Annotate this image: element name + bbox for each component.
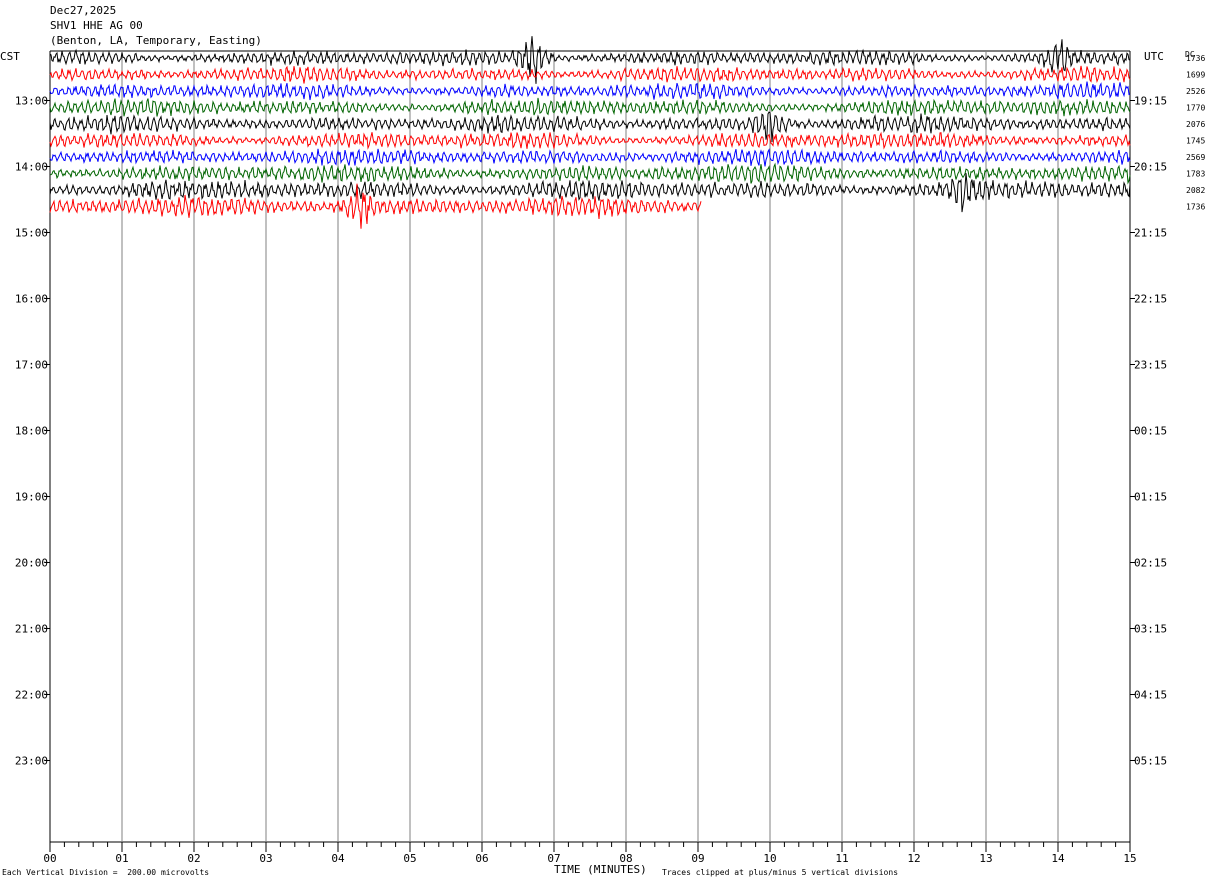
x-tick-label: 10 bbox=[763, 852, 776, 865]
right-time-label: 20:15 bbox=[1134, 161, 1167, 174]
seismic-trace-row bbox=[49, 173, 1131, 213]
plot-location: (Benton, LA, Temporary, Easting) bbox=[50, 34, 262, 47]
x-tick-label: 00 bbox=[43, 852, 56, 865]
dc-offset-value: 1770 bbox=[1186, 104, 1205, 113]
left-time-label: 23:00 bbox=[15, 755, 48, 768]
right-time-label: 02:15 bbox=[1134, 557, 1167, 570]
right-time-label: 01:15 bbox=[1134, 491, 1167, 504]
dc-offset-value: 1783 bbox=[1186, 170, 1205, 179]
dc-offset-value: 2082 bbox=[1186, 186, 1205, 195]
x-tick-label: 06 bbox=[475, 852, 488, 865]
left-time-label: 20:00 bbox=[15, 557, 48, 570]
x-tick-label: 05 bbox=[403, 852, 416, 865]
left-time-label: 18:00 bbox=[15, 425, 48, 438]
dc-offset-value: 2076 bbox=[1186, 120, 1205, 129]
scale-note: Each Vertical Division = 200.00 microvol… bbox=[2, 868, 210, 877]
right-time-label: 00:15 bbox=[1134, 425, 1167, 438]
x-tick-label: 14 bbox=[1051, 852, 1065, 865]
left-time-label: 16:00 bbox=[15, 293, 48, 306]
x-tick-label: 09 bbox=[691, 852, 704, 865]
x-tick-label: 11 bbox=[835, 852, 848, 865]
left-time-label: 21:00 bbox=[15, 623, 48, 636]
x-tick-label: 04 bbox=[331, 852, 345, 865]
dc-offset-value: 1745 bbox=[1186, 137, 1205, 146]
plot-station: SHV1 HHE AG 00 bbox=[50, 19, 143, 32]
x-axis-title: TIME (MINUTES) bbox=[554, 863, 647, 876]
left-time-label: 22:00 bbox=[15, 689, 48, 702]
x-tick-label: 13 bbox=[979, 852, 992, 865]
dc-offset-value: 1736 bbox=[1186, 203, 1205, 212]
seismic-trace-row bbox=[49, 97, 1131, 117]
left-time-label: 17:00 bbox=[15, 359, 48, 372]
seismic-trace-row bbox=[49, 183, 702, 229]
x-tick-label: 07 bbox=[547, 852, 560, 865]
left-timezone-label: CST bbox=[0, 50, 20, 63]
dc-label: DC bbox=[1185, 50, 1195, 59]
seismic-trace-row bbox=[49, 162, 1131, 185]
seismic-trace-row bbox=[49, 65, 1131, 84]
right-time-label: 19:15 bbox=[1134, 95, 1167, 108]
right-time-label: 04:15 bbox=[1134, 689, 1167, 702]
dc-offset-value: 2526 bbox=[1186, 87, 1205, 96]
left-time-label: 13:00 bbox=[15, 95, 48, 108]
clip-note: Traces clipped at plus/minus 5 vertical … bbox=[662, 868, 899, 877]
right-time-label: 03:15 bbox=[1134, 623, 1167, 636]
seismic-trace-row bbox=[49, 148, 1131, 167]
dc-offset-value: 1699 bbox=[1186, 71, 1205, 80]
right-time-label: 23:15 bbox=[1134, 359, 1167, 372]
dc-offset-value: 2569 bbox=[1186, 153, 1205, 162]
x-tick-label: 02 bbox=[187, 852, 200, 865]
x-tick-label: 01 bbox=[115, 852, 128, 865]
seismic-trace-row bbox=[49, 111, 1131, 143]
seismic-trace-row bbox=[49, 131, 1131, 150]
x-tick-label: 15 bbox=[1123, 852, 1136, 865]
x-tick-label: 12 bbox=[907, 852, 920, 865]
x-tick-label: 03 bbox=[259, 852, 272, 865]
left-time-label: 14:00 bbox=[15, 161, 48, 174]
dc-offset-value: 1736 bbox=[1186, 54, 1205, 63]
right-time-label: 22:15 bbox=[1134, 293, 1167, 306]
left-time-label: 19:00 bbox=[15, 491, 48, 504]
plot-date: Dec27,2025 bbox=[50, 4, 117, 17]
right-time-label: 21:15 bbox=[1134, 227, 1167, 240]
seismic-trace-row bbox=[49, 36, 1131, 84]
left-time-label: 15:00 bbox=[15, 227, 48, 240]
right-time-label: 05:15 bbox=[1134, 755, 1167, 768]
seismic-trace-row bbox=[49, 81, 1131, 101]
x-tick-label: 08 bbox=[619, 852, 632, 865]
right-timezone-label: UTC bbox=[1144, 50, 1164, 63]
